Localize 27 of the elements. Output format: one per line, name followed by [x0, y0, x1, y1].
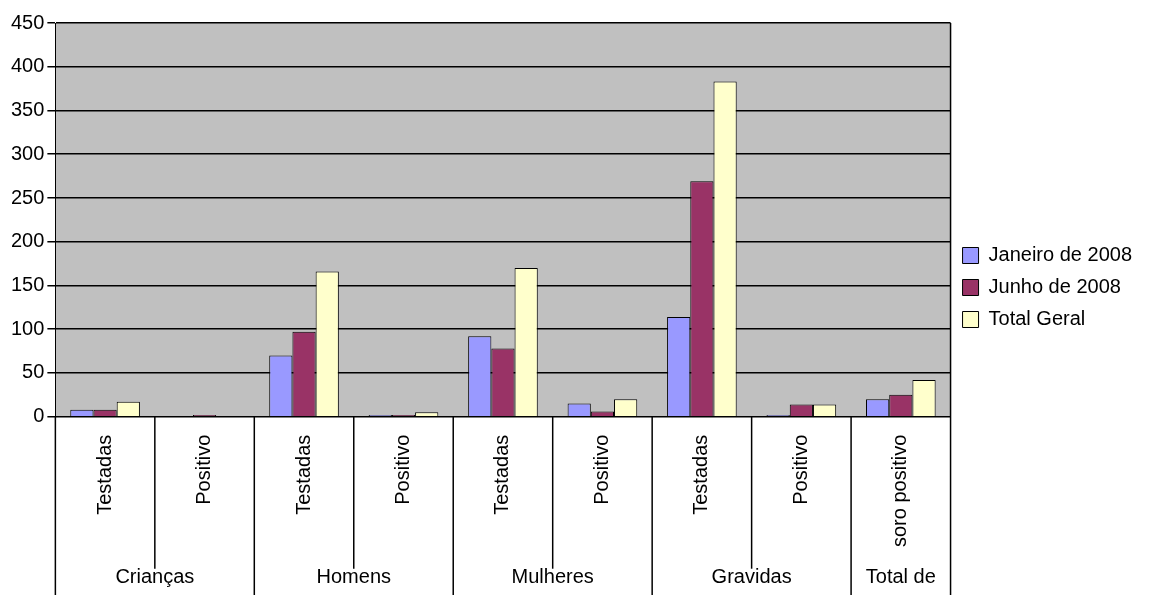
legend-label: Junho de 2008 [988, 275, 1121, 298]
text: Homens [316, 564, 392, 587]
y-tick-label: 0 [33, 404, 45, 427]
x-tick-label: Positivo [589, 434, 612, 505]
y-tick-label: 250 [10, 185, 45, 208]
y-tick-label: 200 [10, 229, 45, 252]
text: Gravidas [711, 564, 792, 587]
x-tick-label: Positivo [391, 434, 414, 505]
y-tick-label: 150 [10, 273, 45, 295]
x-tick-label: soro positivo [888, 434, 911, 548]
x-tick-label: Testadas [291, 434, 314, 515]
x-tick-label: Positivo [192, 434, 215, 505]
y-tick-label: 100 [10, 316, 45, 339]
y-tick-label: 350 [10, 98, 45, 121]
y-tick-label: 50 [22, 360, 45, 383]
x-tick-label: Testadas [92, 434, 115, 515]
text: Mulheres [511, 564, 594, 587]
x-tick-label: Testadas [490, 434, 513, 515]
x-tick-label: Testadas [689, 434, 712, 515]
x-tick-label: Positivo [788, 434, 811, 505]
y-tick-label: 300 [10, 141, 45, 164]
y-tick-label: 400 [10, 54, 45, 77]
legend-label: Janeiro de 2008 [988, 243, 1133, 266]
text: Total de [865, 564, 936, 587]
legend-label: Total Geral [988, 307, 1086, 330]
text: Crianças [115, 564, 195, 587]
y-tick-label: 450 [10, 10, 45, 33]
